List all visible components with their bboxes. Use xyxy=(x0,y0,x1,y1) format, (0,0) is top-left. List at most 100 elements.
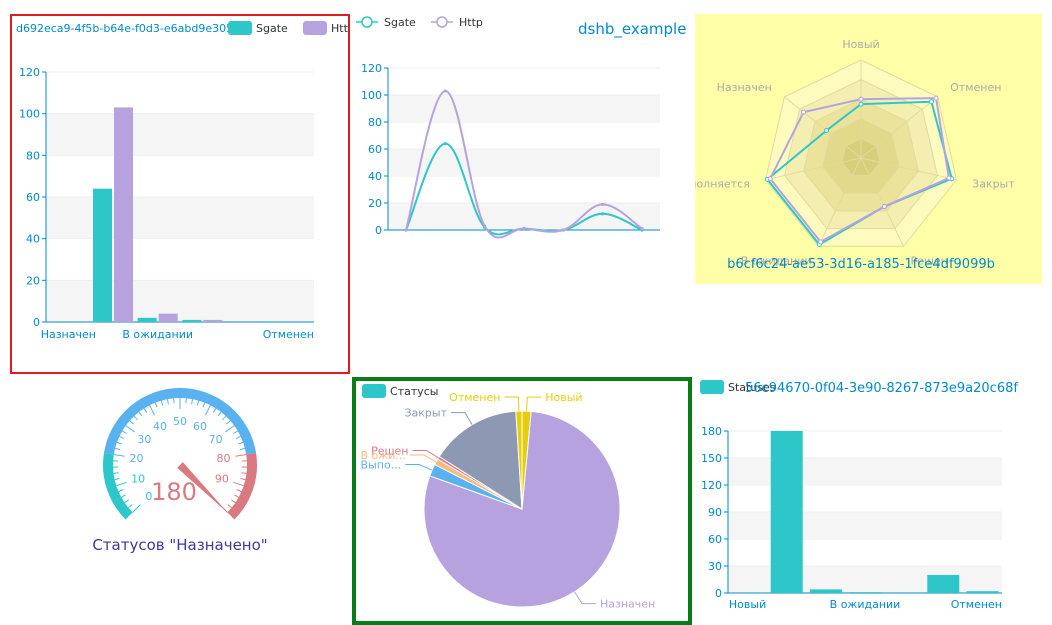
gauge-tick-label-2: 20 xyxy=(130,452,144,465)
gauge-tick-19 xyxy=(143,408,148,413)
gauge-tick-22 xyxy=(160,400,164,406)
gauge-tick-label-0: 0 xyxy=(145,490,152,503)
y-tick-label-0: 0 xyxy=(715,587,722,600)
gauge-tick-6 xyxy=(114,478,120,481)
y-tick-label-3: 60 xyxy=(368,143,382,156)
gauge-tick-17 xyxy=(133,415,138,421)
gauge-tick-21 xyxy=(154,402,158,408)
pie-label-4: Решен xyxy=(371,444,408,457)
radar-spoke-3 xyxy=(860,157,904,247)
point-1-3 xyxy=(522,227,526,231)
point-1-6 xyxy=(640,227,644,231)
gauge-tick-10 xyxy=(113,454,125,457)
x-tick-label-1: В ожидании xyxy=(122,328,193,341)
pie-label-0: Новый xyxy=(545,391,582,404)
grid-band-2 xyxy=(46,197,314,239)
pie-leader-5 xyxy=(450,412,473,425)
y-tick-label-6: 180 xyxy=(701,425,722,438)
gauge-tick-48 xyxy=(230,499,236,504)
y-tick-label-5: 150 xyxy=(701,452,722,465)
pie-label-3: В ожи... xyxy=(361,449,406,462)
gauge-tick-29 xyxy=(202,402,206,408)
legend-label-0: Sgate xyxy=(384,16,416,29)
gauge-tick-49 xyxy=(227,504,232,509)
gauge-tick-40 xyxy=(235,454,247,457)
gauge-band-low xyxy=(103,452,133,520)
radar-indicator-3: Решен xyxy=(910,255,947,268)
point-0-5 xyxy=(601,212,605,216)
radar-indicator-5: Выполняется xyxy=(695,177,750,190)
x-tick-label-0: Новый xyxy=(729,598,766,611)
radar-spoke-5 xyxy=(765,157,862,181)
grid-band-4 xyxy=(46,113,314,156)
gauge-tick-45 xyxy=(233,481,244,487)
gauge-tick-label-9: 90 xyxy=(215,473,229,486)
legend-label-0: Статусы xyxy=(390,385,438,398)
y-tick-label-2: 40 xyxy=(368,170,382,183)
legend-swatch-1 xyxy=(303,21,327,35)
y-tick-label-5: 100 xyxy=(361,89,382,102)
radar-point-1-1 xyxy=(933,95,939,101)
point-1-4 xyxy=(561,228,565,232)
radar-title: b6cf6c24-ae53-3d16-a185-1fce4df9099b xyxy=(727,257,995,272)
chart-title: 56c94670-0f04-3e90-8267-873e9a20c68f xyxy=(745,381,1018,396)
radar-point-1-2 xyxy=(946,175,952,181)
bar-1-3 xyxy=(203,319,223,322)
bar-1-2 xyxy=(158,313,178,322)
gauge-tick-47 xyxy=(234,494,239,498)
pie-label-5: Закрыт xyxy=(404,407,447,420)
pie-leader-0 xyxy=(526,396,542,412)
y-tick-label-6: 120 xyxy=(361,62,382,75)
legend-swatch-0 xyxy=(700,380,724,394)
radar-indicator-6: Назначен xyxy=(717,81,772,94)
y-tick-label-1: 20 xyxy=(26,274,40,287)
y-tick-label-0: 0 xyxy=(375,224,382,237)
gauge-label: Статусов "Назначено" xyxy=(92,536,267,554)
radar-indicator-2: Закрыт xyxy=(972,177,1015,190)
gauge-tick-1 xyxy=(128,504,133,509)
point-0-1 xyxy=(443,142,447,146)
pie-leader-2 xyxy=(405,464,433,471)
legend-marker-0 xyxy=(361,16,373,28)
bar-1-1 xyxy=(114,107,133,323)
y-tick-label-3: 60 xyxy=(26,191,40,204)
y-tick-label-4: 120 xyxy=(701,479,722,492)
grid-band-4 xyxy=(388,95,660,122)
gauge-tick-15 xyxy=(125,425,135,433)
dashboard-title: dshb_example xyxy=(578,20,686,39)
y-tick-label-2: 60 xyxy=(708,533,722,546)
radar-indicator-1: Отменен xyxy=(950,81,1001,94)
radar-point-1-0 xyxy=(858,96,864,102)
gauge-tick-20 xyxy=(149,405,156,416)
y-tick-label-4: 80 xyxy=(368,116,382,129)
gauge-tick-33 xyxy=(222,415,227,421)
grid-band-0 xyxy=(728,566,1002,593)
gauge-tick-label-4: 40 xyxy=(153,420,167,433)
gauge-tick-label-7: 70 xyxy=(209,433,223,446)
pie-leader-1 xyxy=(574,591,597,605)
gauge-tick-11 xyxy=(114,447,121,451)
line-chart: dshb_example Sgate Http 0 20 40 60 80 100 120 xyxy=(356,16,686,239)
gauge-band-high xyxy=(227,452,257,520)
gauge-tick-39 xyxy=(239,447,246,451)
gauge-tick-37 xyxy=(235,436,241,440)
x-tick-label-1: В ожидании xyxy=(830,598,901,611)
radar-spoke-2 xyxy=(860,157,957,181)
pie-label-6: Отменен xyxy=(449,391,500,404)
legend-label-1: Http xyxy=(331,22,348,35)
pie-slice-6 xyxy=(515,410,523,510)
gauge-tick-4 xyxy=(118,489,124,493)
legend-marker-1 xyxy=(436,16,448,28)
pie-chart-panel: Статусы Новый Назначен Выпо... В ожи... Решен… xyxy=(352,377,692,625)
x-tick-label-2: Отменен xyxy=(263,328,314,341)
pie-label-2: Выпо... xyxy=(361,459,402,472)
grid-band-0 xyxy=(388,203,660,230)
gauge-tick-label-3: 30 xyxy=(137,433,151,446)
gauge-tick-44 xyxy=(240,478,246,481)
grid-band-2 xyxy=(728,512,1002,539)
grid-band-2 xyxy=(388,149,660,176)
x-tick-label-0: Назначен xyxy=(41,328,96,341)
radar-spoke-6 xyxy=(784,96,862,159)
point-1-0 xyxy=(404,228,408,232)
gauge-tick-23 xyxy=(166,399,169,405)
